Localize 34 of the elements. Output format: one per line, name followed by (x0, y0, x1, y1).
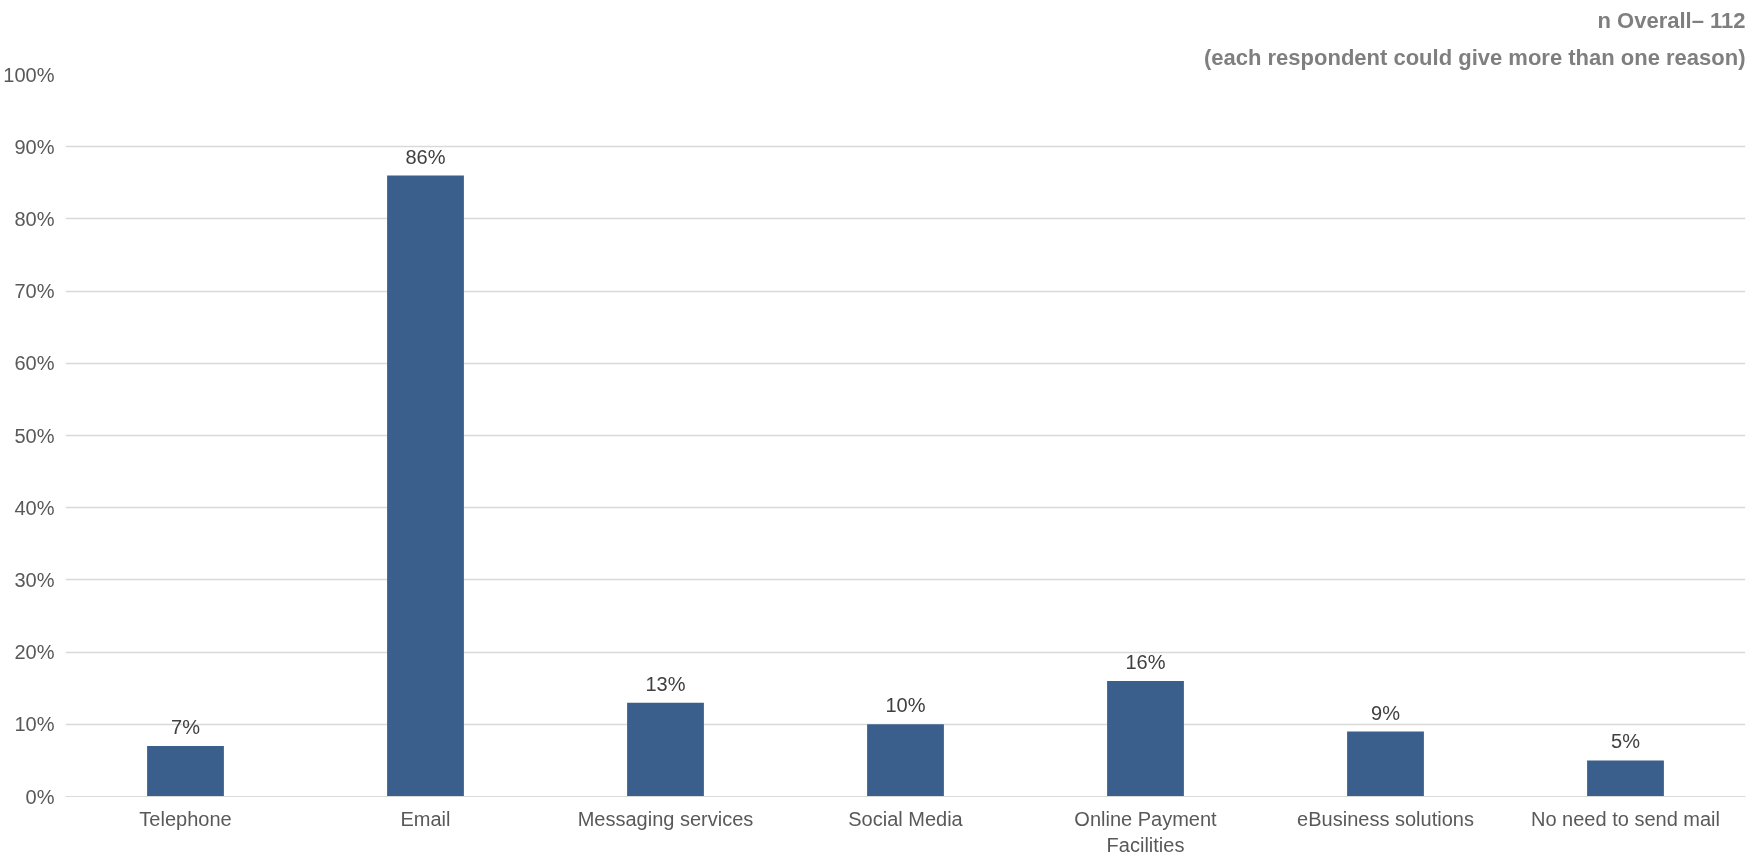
data-label: 9% (1371, 701, 1401, 724)
data-label: 5% (1611, 730, 1641, 753)
y-tick-label: 0% (25, 785, 55, 808)
data-label: 13% (645, 672, 686, 695)
text: n Overall– 112 (1597, 7, 1746, 33)
y-tick-label: 20% (14, 641, 55, 664)
bar (147, 745, 224, 797)
y-tick-label: 50% (14, 424, 55, 447)
text: (each respondent could give more than one reason) (1203, 44, 1746, 70)
data-label: 7% (171, 715, 201, 738)
y-tick-label: 100% (3, 63, 55, 86)
y-tick-label: 60% (14, 352, 55, 375)
bar (1347, 731, 1424, 797)
bar (387, 175, 464, 797)
x-tick-label: Online Payment Facilities (1074, 807, 1218, 856)
bar (627, 702, 704, 797)
bar (1587, 760, 1664, 797)
x-tick-label: No need to send mail (1531, 807, 1721, 830)
bar (867, 724, 944, 797)
x-tick-label: Messaging services (577, 807, 754, 830)
x-tick-label: Social Media (848, 807, 964, 830)
bar (1107, 680, 1184, 797)
data-label: 10% (885, 694, 926, 717)
y-tick-label: 70% (14, 280, 55, 303)
data-label: 16% (1125, 650, 1166, 673)
y-tick-label: 80% (14, 207, 55, 230)
y-tick-label: 10% (14, 713, 55, 736)
y-tick-label: 40% (14, 496, 55, 519)
x-tick-label: Email (400, 807, 451, 830)
y-tick-label: 30% (14, 568, 55, 591)
data-label: 86% (405, 145, 446, 168)
y-tick-label: 90% (14, 135, 55, 158)
x-tick-label: eBusiness solutions (1297, 807, 1474, 830)
x-tick-label: Telephone (139, 807, 232, 830)
